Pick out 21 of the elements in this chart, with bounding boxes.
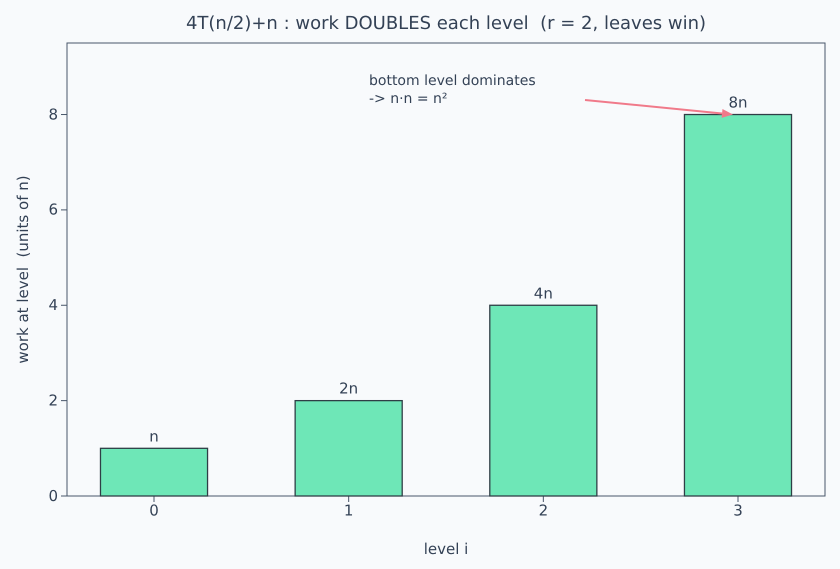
data-label: n <box>149 427 159 446</box>
y-tick-label: 6 <box>48 200 58 219</box>
bar <box>489 304 598 497</box>
y-axis-title: work at level (units of n) <box>14 175 32 364</box>
annotation: bottom level dominates -> n·n = n² <box>369 73 536 107</box>
chart-title: 4T(n/2)+n : work DOUBLES each level (r = 2, leaves win) <box>186 13 706 34</box>
y-tick-label: 2 <box>48 391 58 410</box>
data-label: 8n <box>728 94 748 112</box>
x-tick-label: 3 <box>733 502 743 520</box>
data-label: 4n <box>534 284 553 302</box>
y-tick-label: 0 <box>48 486 58 505</box>
y-tick-label: 8 <box>48 105 58 124</box>
bar <box>100 448 208 497</box>
y-tick-label: 4 <box>48 296 58 314</box>
x-tick-label: 2 <box>538 502 548 520</box>
bar <box>684 114 792 497</box>
x-tick-label: 0 <box>149 502 159 520</box>
data-label: 2n <box>339 380 358 398</box>
x-axis-title: level i <box>424 540 468 558</box>
bar <box>294 400 403 497</box>
x-tick-label: 1 <box>344 502 354 520</box>
